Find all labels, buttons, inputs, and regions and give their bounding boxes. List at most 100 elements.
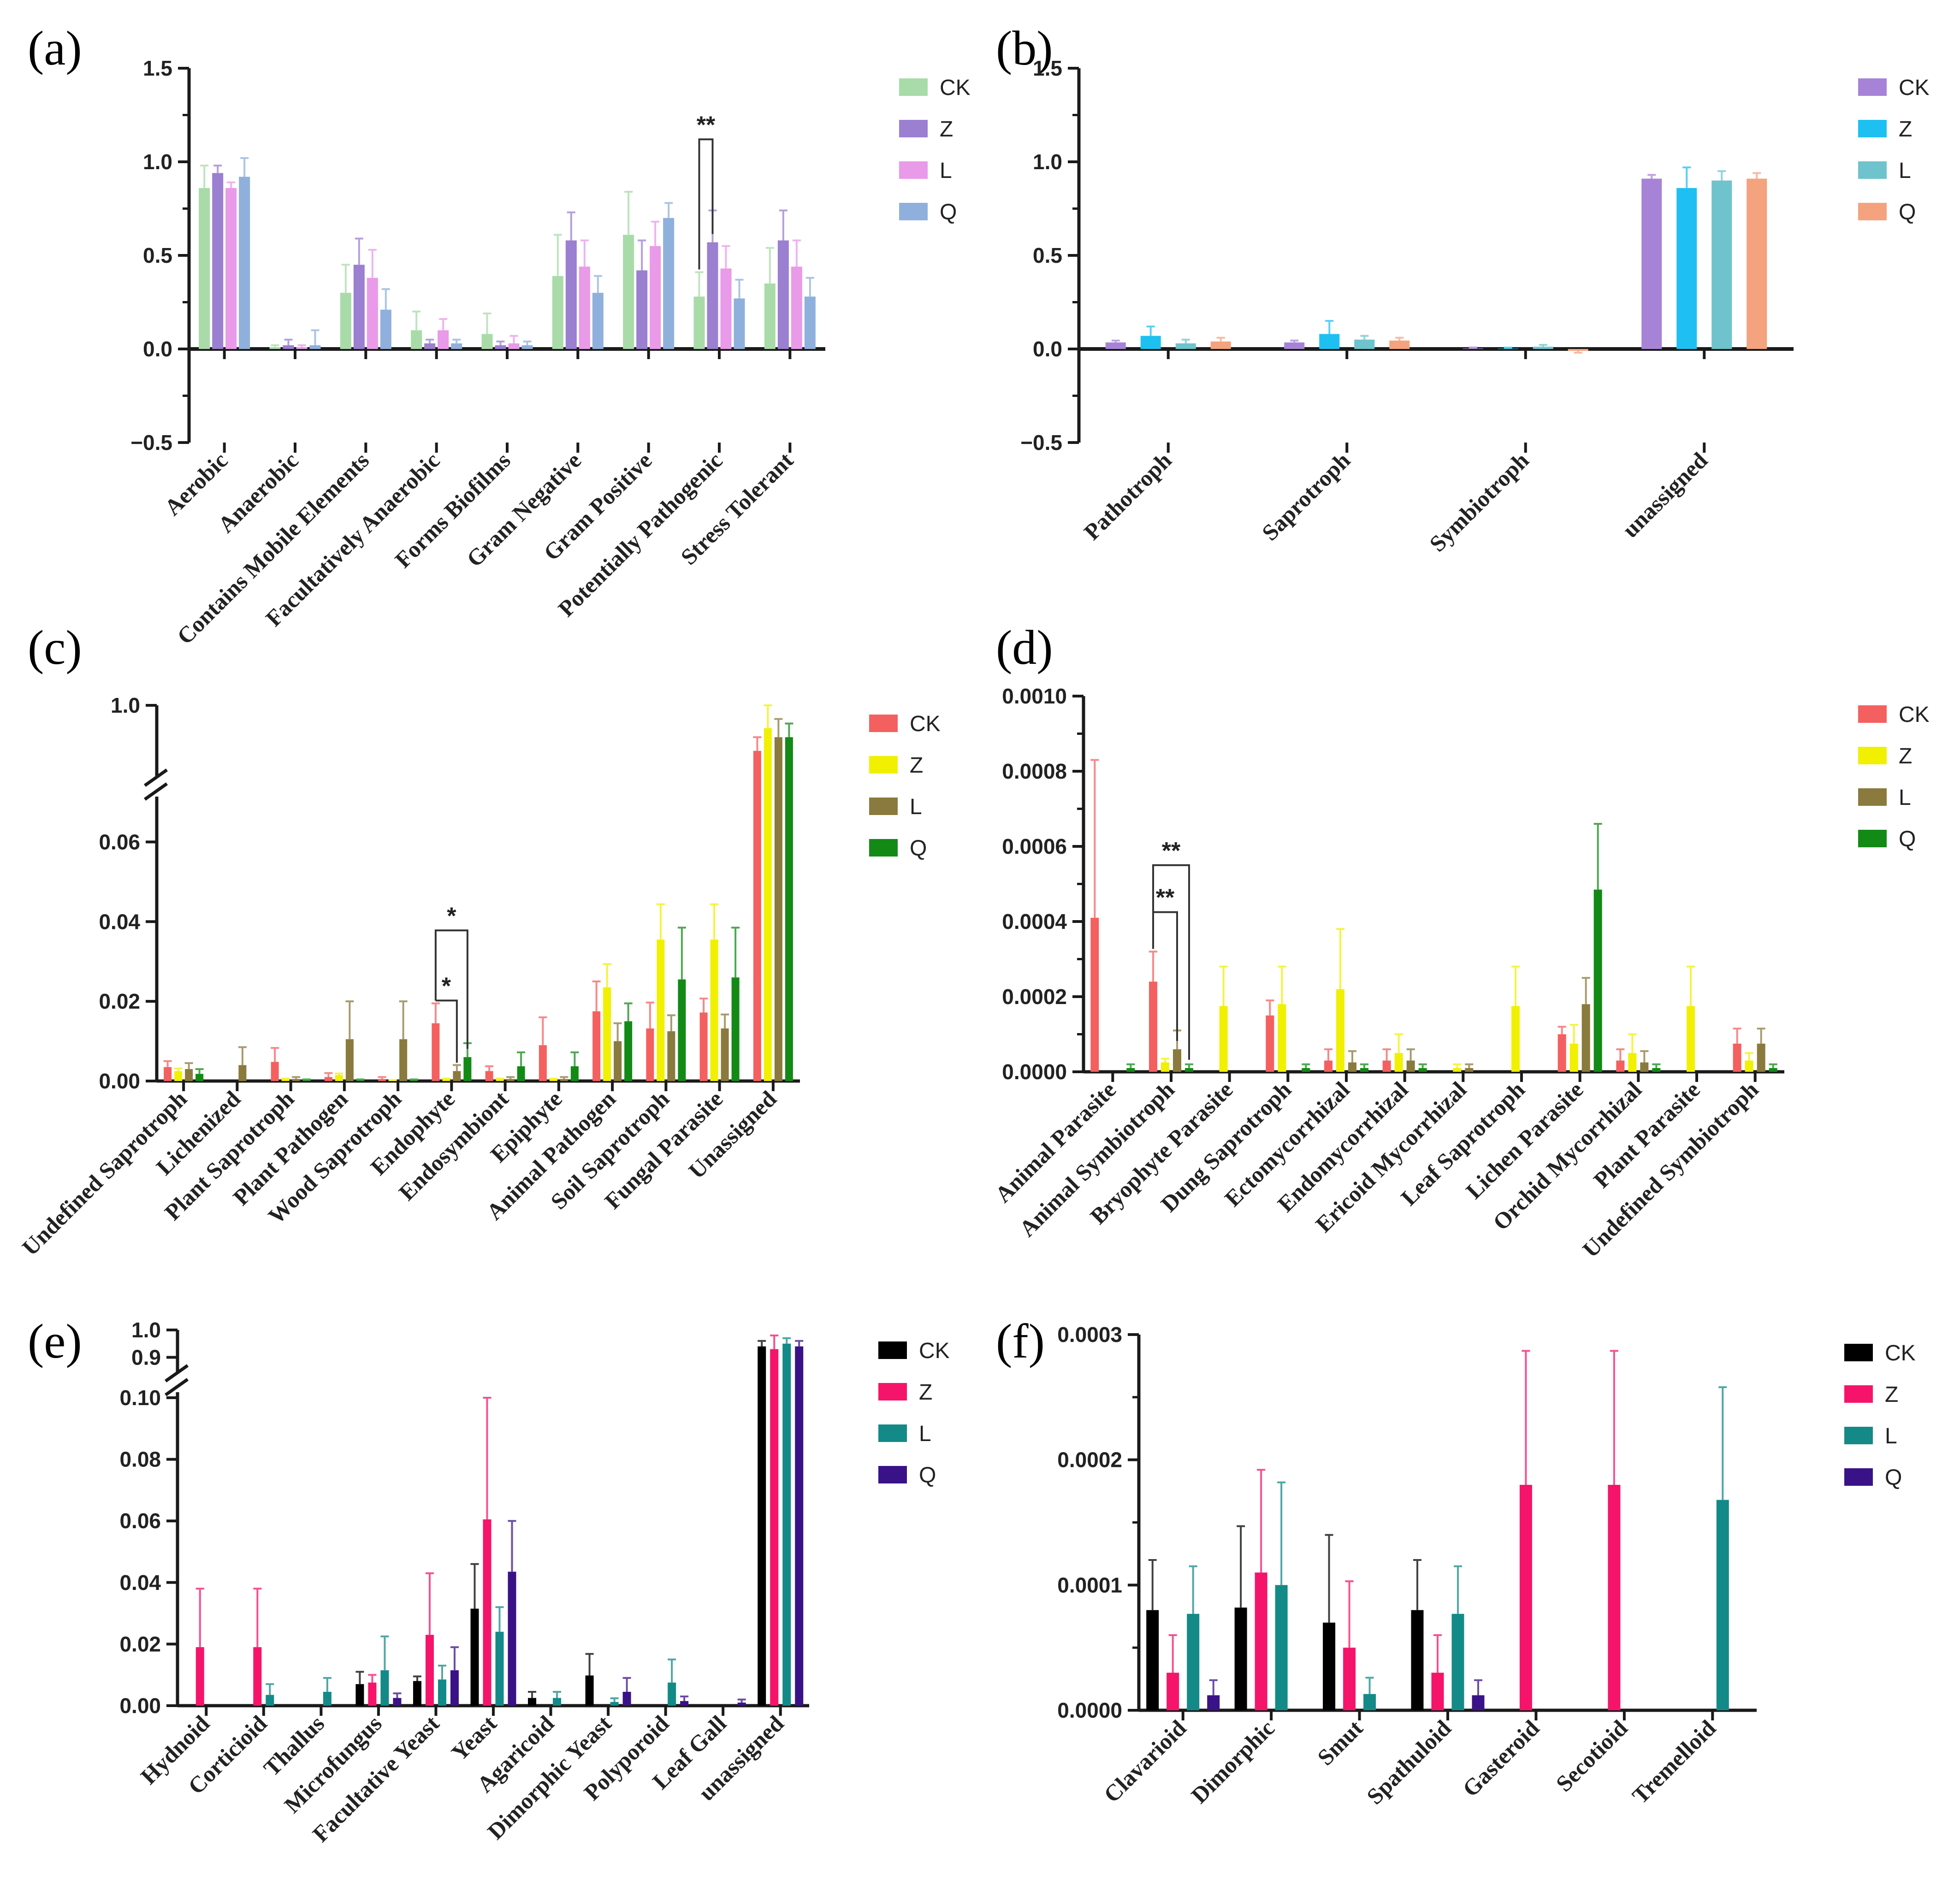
y-tick-label: 1.0 <box>143 150 172 174</box>
legend-label-Z: Z <box>919 1380 932 1405</box>
bar-Z-plant-pathogen <box>335 1075 343 1081</box>
bar-CK-microfungus <box>355 1684 364 1706</box>
bar-L-facultative-yeast <box>438 1679 446 1706</box>
bar-L-agaricoid <box>553 1698 562 1706</box>
legend-label-Z: Z <box>940 117 953 142</box>
bar-CK-smut <box>1323 1622 1336 1710</box>
legend-label-L: L <box>1885 1424 1897 1448</box>
bar-Z-soil-saprotroph <box>657 940 665 1081</box>
bar-Z-gasteroid <box>1519 1485 1532 1710</box>
bar-L-contains-mobile-elements <box>367 278 378 349</box>
panel-label: (a) <box>28 21 82 75</box>
x-tick-labels: HydnoidCorticioidThallusMicrofungusFacul… <box>136 1706 789 1847</box>
bar-Q-symbiotroph <box>1568 349 1588 351</box>
x-tick-label: unassigned <box>1617 447 1712 543</box>
bar-Q-undefined-symbiotroph <box>1769 1068 1777 1072</box>
bar-L-ectomycorrhizal <box>1348 1062 1356 1072</box>
bar-Z-dimorphic <box>1255 1572 1267 1710</box>
y-tick-label: 0.02 <box>119 1632 161 1656</box>
significance-label: ** <box>697 112 716 138</box>
x-tick-label: Saprotroph <box>1257 447 1355 545</box>
bar-L-lichen-parasite <box>1581 1004 1590 1072</box>
legend-label-CK: CK <box>1885 1341 1916 1365</box>
y-tick-label: 1.0 <box>131 1318 161 1342</box>
y-tick-label: 1.0 <box>111 693 140 717</box>
x-tick-label: Secotioid <box>1551 1715 1633 1796</box>
legend: CK ZLQ <box>1858 703 1930 851</box>
bars <box>199 157 816 349</box>
bar-L-unassigned <box>1711 180 1732 349</box>
x-tick-label: Symbiotroph <box>1424 447 1534 557</box>
bar-Z-fungal-parasite <box>710 940 718 1081</box>
bar-Z-animal-symbiotroph <box>1161 1062 1169 1072</box>
bar-L-unassigned <box>782 1343 791 1706</box>
bar-Z-spathuloid <box>1431 1672 1444 1710</box>
y-tick-label: −0.5 <box>1020 431 1062 455</box>
bar-CK-orchid-mycorrhizal <box>1616 1060 1625 1072</box>
legend-label-Q: Q <box>1899 827 1916 851</box>
bar-Q-endophyte <box>463 1057 472 1081</box>
bar-Z-endophyte <box>442 1079 450 1081</box>
x-tick-label: Spathuloid <box>1362 1715 1456 1809</box>
bar-Q-microfungus <box>393 1698 402 1706</box>
legend-swatch-Z <box>1844 1385 1873 1403</box>
y-ticks: 0.0000 0.0002 0.0004 0.0006 0.0008 0.0010 <box>1002 684 1084 1084</box>
bar-L-microfungus <box>380 1670 389 1706</box>
bar-Z-saprotroph <box>1319 334 1340 349</box>
bar-L-aerobic <box>225 188 237 349</box>
legend-label-Q: Q <box>940 200 957 225</box>
bar-Q-endosymbiont <box>517 1066 525 1081</box>
bar-L-symbiotroph <box>1533 347 1553 349</box>
bar-L-undefined-saprotroph <box>185 1069 193 1081</box>
bar-Q-facultative-yeast <box>450 1670 459 1706</box>
y-tick-label: 0.0 <box>143 337 172 361</box>
legend-label-L: L <box>919 1422 931 1446</box>
bar-CK-endomycorrhizal <box>1382 1060 1391 1072</box>
bar-Q-endomycorrhizal <box>1418 1068 1427 1072</box>
panel-a: (a) 1.5 1.0 0.5 0.0 −0.5AerobicAnaerobicConta… <box>28 21 971 650</box>
legend-label-Z: Z <box>1885 1383 1898 1407</box>
y-tick-label: 0.00 <box>119 1694 161 1718</box>
bar-Z-contains-mobile-elements <box>353 265 365 349</box>
bar-Z-clavarioid <box>1167 1672 1179 1710</box>
bar-CK-clavarioid <box>1146 1610 1159 1710</box>
legend: CK ZLQ <box>878 1339 950 1488</box>
legend-swatch-Q <box>1858 830 1887 847</box>
legend-label-Z: Z <box>1899 744 1912 768</box>
bar-L-corticioid <box>266 1695 274 1706</box>
y-tick-label: 0.02 <box>99 989 140 1013</box>
bar-Q-wood-saprotroph <box>410 1080 418 1081</box>
bar-Q-unassigned <box>1747 178 1767 349</box>
bar-L-endophyte <box>453 1071 461 1081</box>
bar-Z-dung-saprotroph <box>1278 1004 1286 1072</box>
y-tick-label: 0.0001 <box>1057 1573 1122 1597</box>
y-tick-label: 0.06 <box>119 1509 161 1533</box>
bar-Z-unassigned <box>770 1349 779 1706</box>
bar-Z-microfungus <box>368 1682 377 1706</box>
bar-Q-yeast <box>508 1572 516 1706</box>
panel-label: (e) <box>28 1314 82 1368</box>
bar-CK-animal-symbiotroph <box>1149 981 1157 1072</box>
bar-CK-saprotroph <box>1284 342 1305 349</box>
bar-CK-animal-pathogen <box>592 1011 601 1081</box>
bar-L-plant-pathogen <box>345 1039 354 1081</box>
x-tick-label: Aerobic <box>160 447 233 520</box>
bar-Q-spathuloid <box>1472 1695 1485 1710</box>
y-tick-label: 0.9 <box>131 1345 161 1369</box>
bar-Q-saprotroph <box>1389 340 1410 349</box>
bar-Z-ectomycorrhizal <box>1336 989 1344 1072</box>
bar-L-clavarioid <box>1187 1613 1200 1710</box>
bar-L-forms-biofilms <box>508 343 520 349</box>
bar-CK-undefined-saprotroph <box>164 1067 172 1081</box>
bar-L-gram-negative <box>579 266 590 349</box>
bar-Q-orchid-mycorrhizal <box>1652 1068 1661 1072</box>
legend-swatch-Z <box>899 120 928 137</box>
y-tick-label: 0.0002 <box>1002 985 1067 1009</box>
bar-L-animal-symbiotroph <box>1173 1049 1181 1072</box>
bar-Z-undefined-saprotroph <box>174 1071 183 1081</box>
bar-L-unassigned <box>774 737 782 1081</box>
bar-L-yeast <box>495 1631 504 1706</box>
significance-label: ** <box>1162 838 1181 864</box>
bar-Z-unassigned <box>764 728 772 1081</box>
bar-CK-lichen-parasite <box>1557 1034 1566 1072</box>
